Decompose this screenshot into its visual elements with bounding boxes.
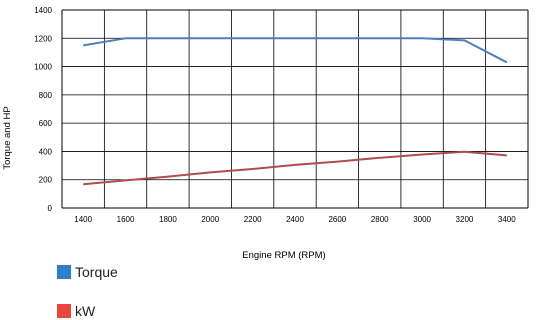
- y-tick-label: 600: [39, 119, 53, 128]
- legend-item-torque: Torque: [57, 264, 118, 280]
- torque-swatch: [57, 265, 71, 279]
- x-tick-label: 1400: [74, 215, 92, 224]
- x-tick-label: 2600: [328, 215, 346, 224]
- y-tick-label: 400: [39, 147, 53, 156]
- y-tick-label: 0: [48, 204, 53, 213]
- x-tick-label: 2000: [201, 215, 219, 224]
- x-tick-label: 1800: [159, 215, 177, 224]
- x-tick-label: 2800: [371, 215, 389, 224]
- series: [83, 37, 508, 186]
- x-tick-label: 1600: [117, 215, 135, 224]
- x-tick-label: 3400: [498, 215, 516, 224]
- legend-label-kw: kW: [75, 303, 96, 319]
- x-tick-label: 2400: [286, 215, 304, 224]
- y-tick-label: 1200: [34, 34, 52, 43]
- kw-swatch: [57, 304, 71, 318]
- legend-item-kw: kW: [57, 303, 95, 319]
- y-tick-label: 800: [39, 91, 53, 100]
- x-axis-title: Engine RPM (RPM): [242, 250, 325, 261]
- x-tick-label: 3200: [456, 215, 474, 224]
- y-tick-label: 1000: [34, 63, 52, 72]
- series-line-torque: [83, 37, 508, 64]
- legend-label-torque: Torque: [75, 264, 118, 280]
- x-tick-label: 2200: [244, 215, 262, 224]
- tick-labels: 0 200 400 600 800 1000 1200 1400 1400 1600 1800 200…: [34, 6, 516, 224]
- y-tick-label: 1400: [34, 6, 52, 15]
- line-chart: 0 200 400 600 800 1000 1200 1400 1400 1600 1800 200…: [2, 6, 529, 261]
- series-line-kw: [83, 150, 507, 186]
- x-tick-label: 3000: [413, 215, 431, 224]
- y-tick-label: 200: [39, 176, 53, 185]
- y-axis-title: Torque and HP: [2, 106, 13, 169]
- axes: [61, 9, 529, 209]
